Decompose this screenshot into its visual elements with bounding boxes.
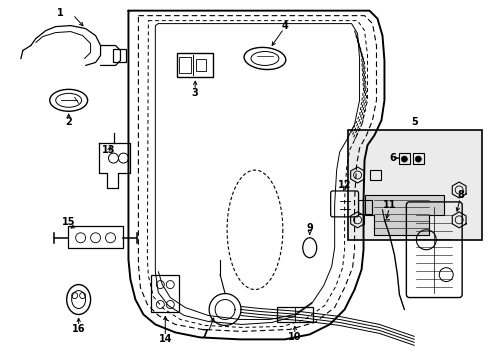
Text: 15: 15 [62, 217, 75, 227]
Text: 9: 9 [306, 223, 312, 233]
Text: 5: 5 [410, 117, 417, 127]
Text: 7: 7 [202, 329, 208, 339]
Bar [67, 226, 123, 248]
Text: 10: 10 [287, 332, 301, 342]
Bar [399, 153, 409, 164]
Circle shape [401, 156, 407, 162]
Text: 4: 4 [281, 21, 287, 31]
Bar [276, 306, 312, 323]
Bar [112, 49, 126, 62]
Text: 6: 6 [388, 153, 395, 163]
Polygon shape [364, 195, 443, 235]
Text: 11: 11 [382, 200, 395, 210]
Bar [179, 58, 191, 73]
Bar [151, 275, 179, 312]
Bar [357, 200, 371, 214]
Bar [369, 170, 381, 180]
Text: 12: 12 [337, 180, 351, 190]
Text: 1: 1 [57, 8, 64, 18]
Text: 13: 13 [102, 145, 115, 155]
Bar [412, 153, 424, 164]
Bar [196, 59, 206, 71]
Bar [347, 130, 481, 240]
Text: 14: 14 [158, 334, 172, 345]
Text: 8: 8 [457, 190, 464, 200]
Text: 16: 16 [72, 324, 85, 334]
Circle shape [414, 156, 421, 162]
Text: 3: 3 [191, 88, 198, 98]
Text: 2: 2 [65, 117, 72, 127]
